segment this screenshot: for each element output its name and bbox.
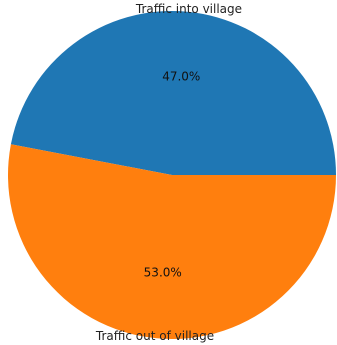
pie-slices: [7, 11, 337, 340]
pie-slice-traffic-into-village: [10, 11, 337, 176]
pie-slice-traffic-out-of-village: [7, 144, 336, 340]
slice-label-traffic-out-of-village: Traffic out of village: [95, 329, 214, 343]
pct-label-traffic-out-of-village: 53.0%: [144, 265, 182, 279]
pie-labels: 47.0% Traffic into village 53.0% Traffic ou…: [95, 2, 242, 343]
pct-label-traffic-into-village: 47.0%: [162, 70, 200, 84]
slice-label-traffic-into-village: Traffic into village: [135, 2, 242, 16]
